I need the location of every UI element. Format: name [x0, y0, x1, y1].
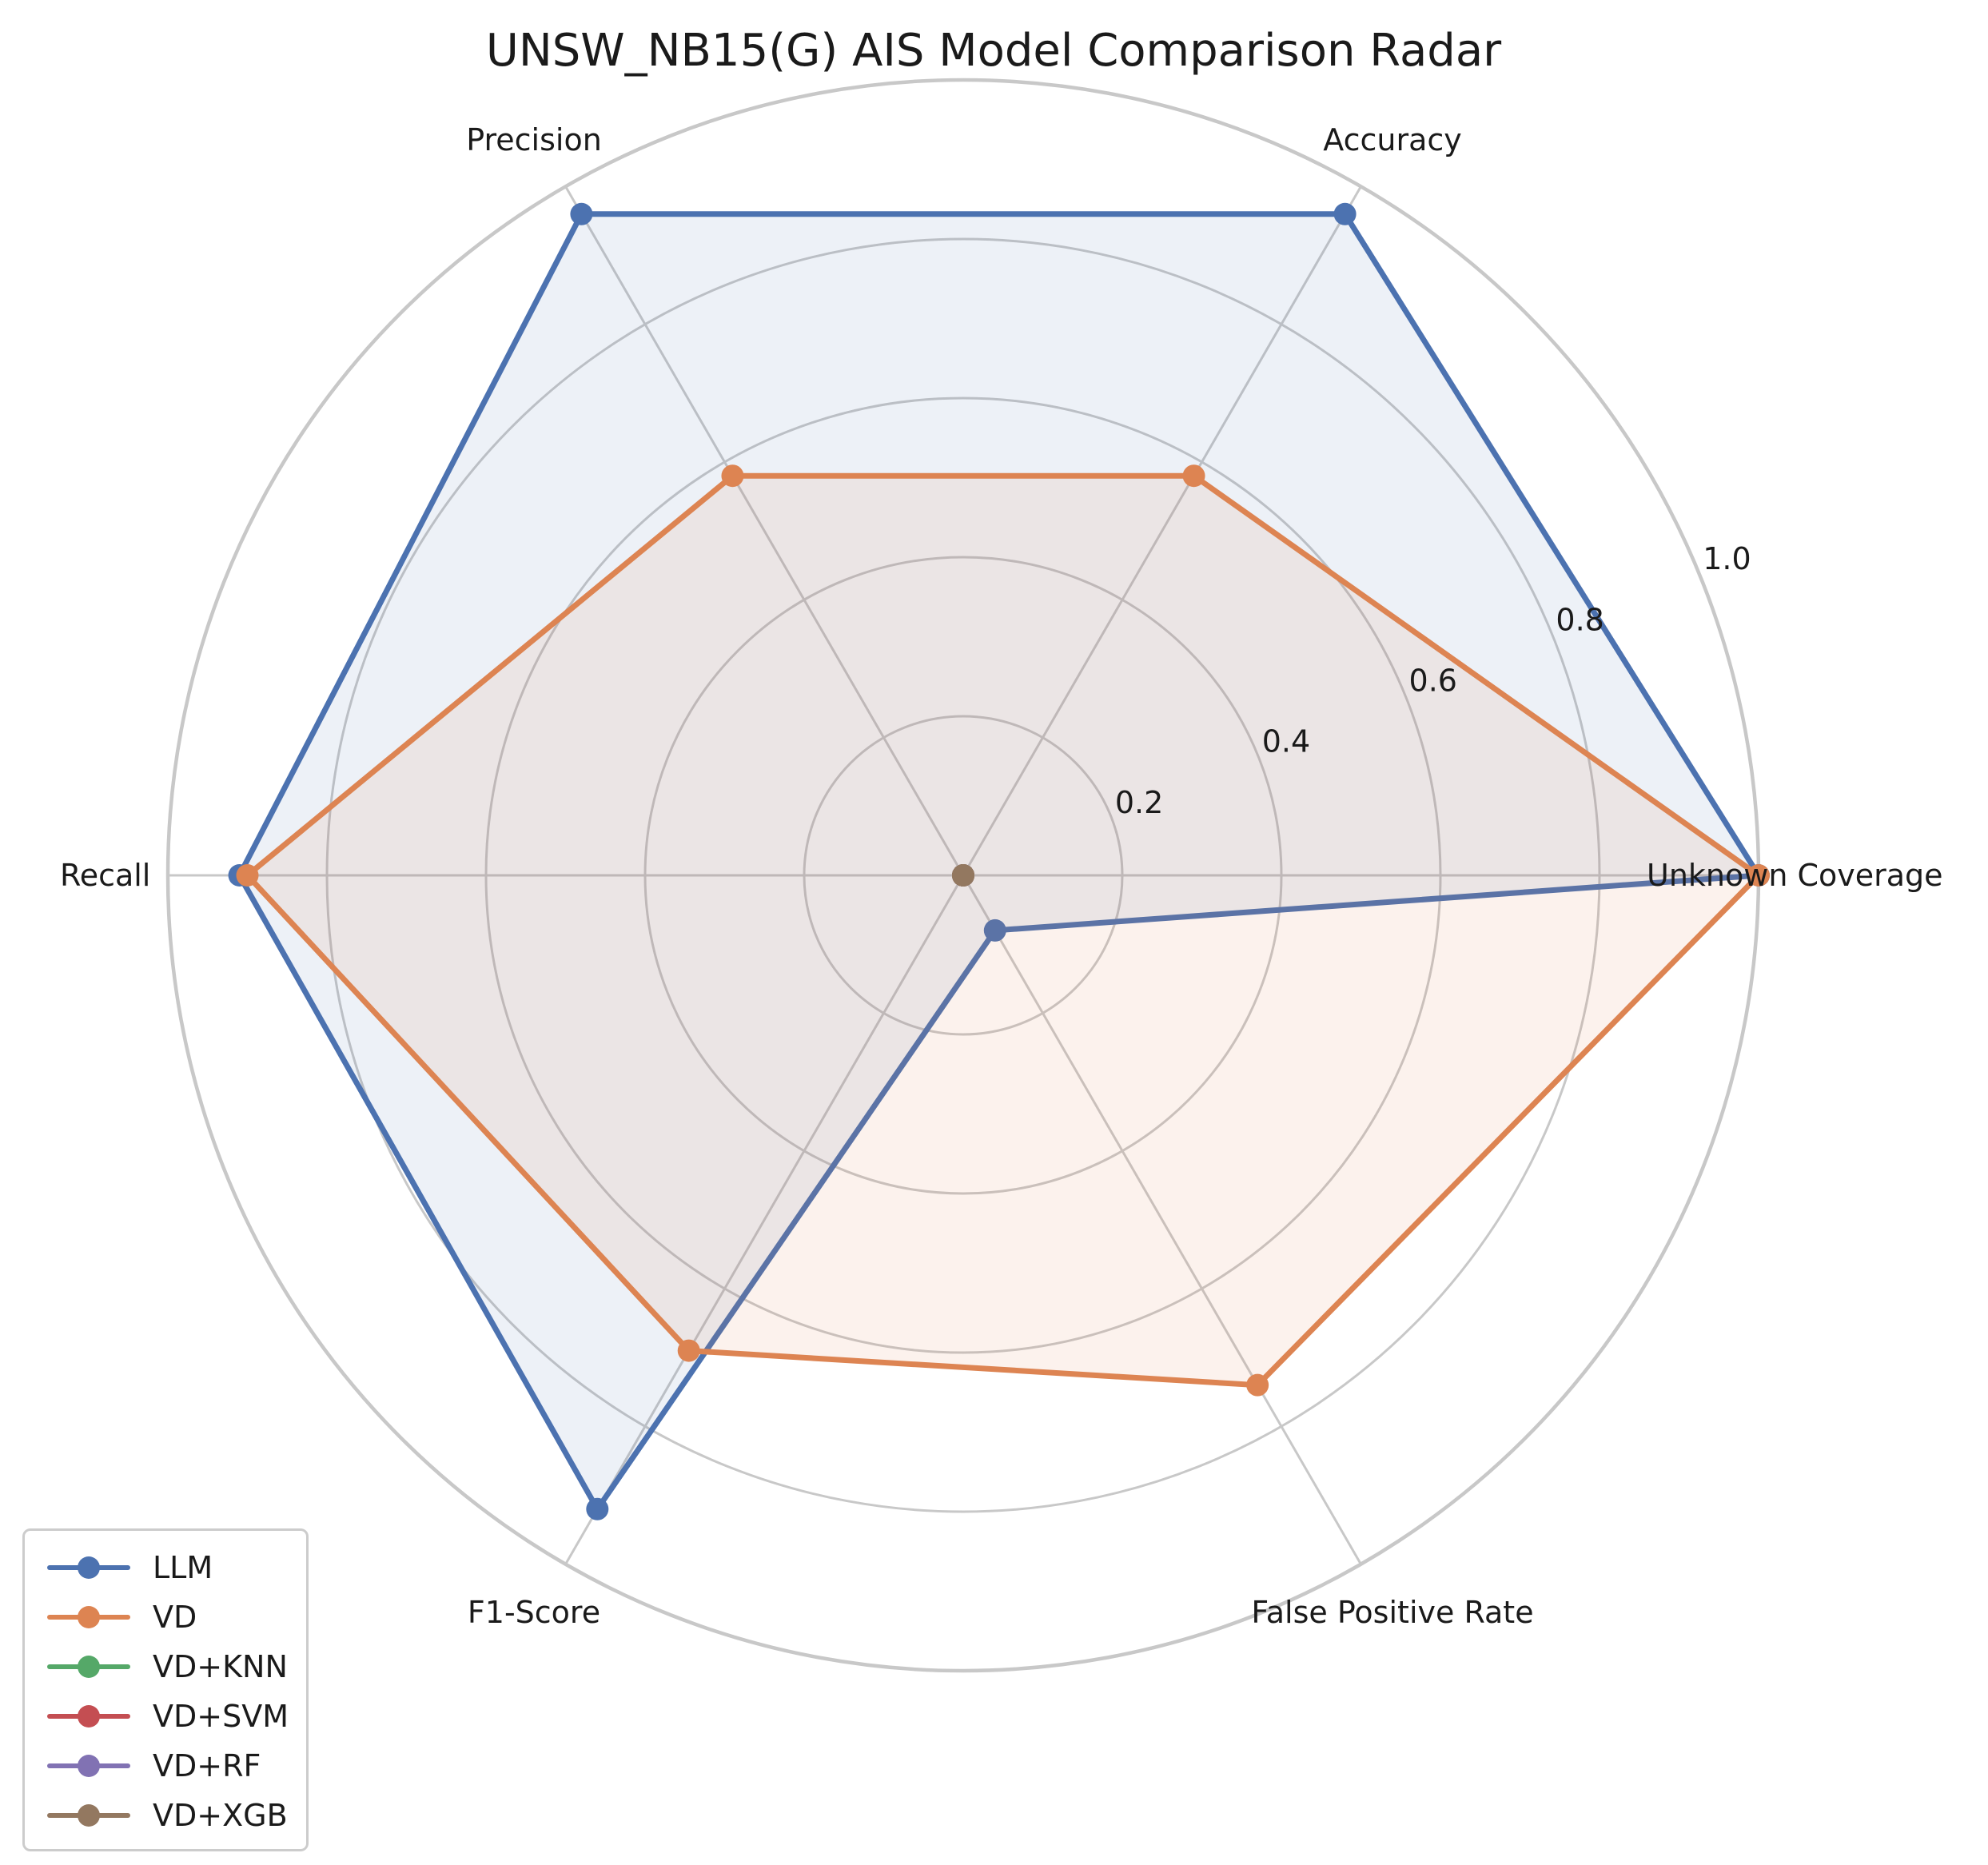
series-fill-1 [247, 476, 1759, 1385]
legend-marker [78, 1755, 100, 1777]
radial-spoke-5 [962, 875, 1362, 1565]
legend-label: VD+RF [153, 1748, 261, 1783]
legend-item: VD+KNN [25, 1644, 306, 1689]
legend-item: VD+RF [25, 1743, 306, 1788]
legend-marker [78, 1556, 100, 1579]
series-vd-xgb [952, 864, 974, 887]
axis-label-5: False Positive Rate [1251, 1595, 1533, 1630]
legend-item: LLM [25, 1545, 306, 1590]
series-point-1-2 [721, 464, 744, 488]
rtick-label-4: 1.0 [1703, 541, 1751, 576]
series-point-0-1 [1333, 202, 1357, 225]
series-point-0-4 [586, 1497, 609, 1520]
series-point-1-5 [1246, 1373, 1269, 1397]
series-point-1-4 [677, 1339, 700, 1362]
legend-marker [78, 1606, 100, 1628]
legend-label: VD [153, 1600, 197, 1635]
radial-spoke-4 [564, 875, 965, 1565]
legend-label: LLM [153, 1550, 213, 1585]
axis-label-1: Accuracy [1323, 122, 1462, 157]
rtick-label-1: 0.4 [1262, 724, 1310, 759]
axis-label-4: F1-Score [468, 1595, 600, 1630]
grid-circle-3 [325, 237, 1601, 1513]
radar-series [228, 202, 1770, 1520]
series-point-1-3 [236, 864, 259, 887]
rtick-label-3: 0.8 [1556, 602, 1604, 637]
legend-label: VD+KNN [153, 1649, 288, 1684]
legend-marker [78, 1705, 100, 1728]
axis-label-2: Precision [466, 122, 602, 157]
radar-labels: Unknown Coverage Accuracy Precision Recall F… [60, 122, 1943, 1630]
series-point-1-0 [1747, 864, 1770, 887]
axis-label-0: Unknown Coverage [1647, 858, 1943, 893]
legend-label: VD+XGB [153, 1798, 288, 1833]
series-vd [236, 464, 1770, 1397]
series-point-0-2 [570, 202, 593, 225]
legend-marker [78, 1656, 100, 1678]
legend: LLM VD VD+KNN VD+SVM VD+RF VD+XGB [22, 1528, 309, 1851]
grid-circle-1 [643, 556, 1283, 1195]
radial-spoke-1 [962, 185, 1362, 876]
legend-marker [78, 1804, 100, 1827]
grid-circle-2 [484, 397, 1442, 1354]
chart-title: UNSW_NB15(G) AIS Model Comparison Radar [486, 25, 1502, 77]
series-point-1-1 [1182, 464, 1205, 488]
rtick-label-0: 0.2 [1115, 785, 1163, 820]
radial-spoke-2 [564, 185, 965, 876]
legend-label: VD+SVM [153, 1699, 289, 1734]
legend-item: VD [25, 1595, 306, 1640]
rtick-label-2: 0.6 [1409, 664, 1457, 699]
axis-label-3: Recall [60, 858, 150, 893]
series-fill-0 [239, 213, 1759, 1509]
series-point-0-5 [983, 919, 1006, 942]
series-point-5-5 [952, 864, 974, 887]
legend-item: VD+SVM [25, 1694, 306, 1739]
legend-item: VD+XGB [25, 1793, 306, 1838]
grid-circle-0 [803, 715, 1124, 1036]
